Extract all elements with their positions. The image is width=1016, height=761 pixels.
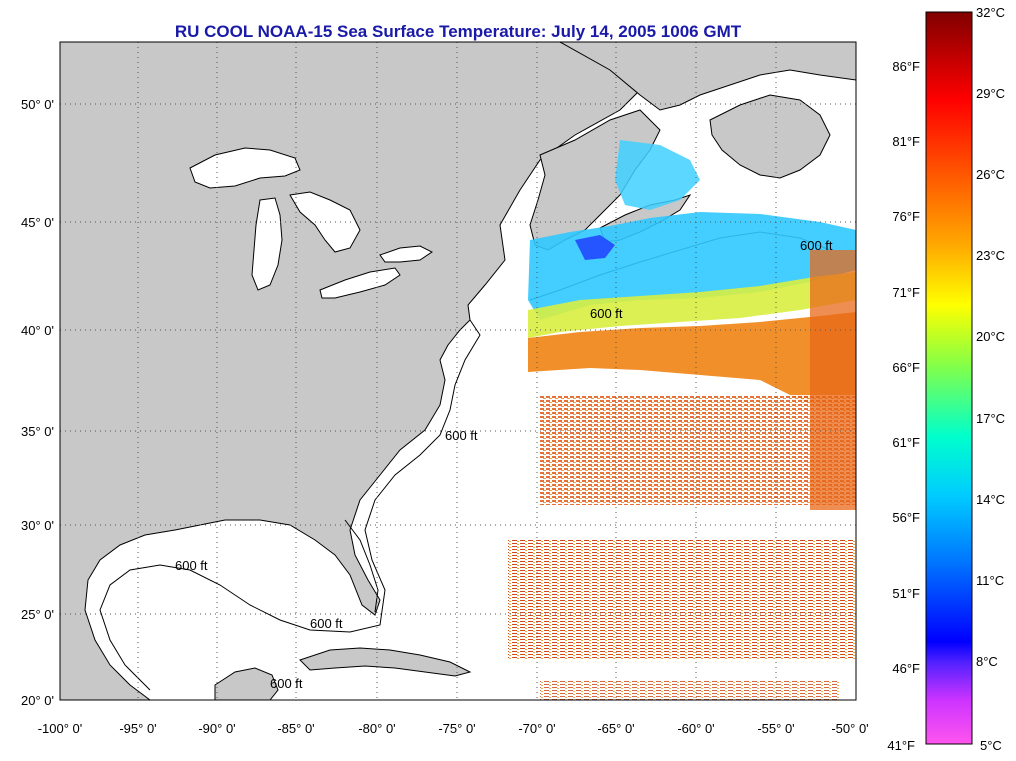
longitude-tick: -65° 0' bbox=[597, 721, 634, 736]
lake-ontario bbox=[379, 245, 433, 263]
celsius-label: 29°C bbox=[976, 86, 1005, 101]
celsius-label: 5°C bbox=[980, 738, 1002, 753]
sst-cold-patch bbox=[575, 235, 615, 260]
north-america-land bbox=[60, 42, 641, 700]
sst-cool-coastal bbox=[615, 140, 700, 210]
labrador-land bbox=[558, 42, 856, 111]
latitude-tick: 20° 0' bbox=[21, 693, 54, 708]
latitude-tick: 50° 0' bbox=[21, 97, 54, 112]
celsius-label: 11°C bbox=[976, 573, 1004, 588]
contour-label: 600 ft bbox=[445, 428, 478, 443]
bathymetry-contour bbox=[99, 319, 481, 691]
latitude-tick: 40° 0' bbox=[21, 323, 54, 338]
sst-streaks-upper bbox=[540, 395, 856, 505]
celsius-label: 26°C bbox=[976, 167, 1005, 182]
newfoundland-land bbox=[709, 94, 831, 179]
fahrenheit-label: 56°F bbox=[892, 510, 920, 525]
sst-streaks-lower bbox=[508, 540, 856, 660]
fahrenheit-label: 61°F bbox=[892, 435, 920, 450]
fahrenheit-label: 76°F bbox=[892, 209, 920, 224]
sst-streaks-bottom bbox=[540, 680, 840, 700]
celsius-label: 23°C bbox=[976, 248, 1005, 263]
fahrenheit-label: 41°F bbox=[887, 738, 915, 753]
map-title: RU COOL NOAA-15 Sea Surface Temperature:… bbox=[174, 22, 742, 41]
contour-label: 600 ft bbox=[590, 306, 623, 321]
celsius-label: 17°C bbox=[976, 411, 1005, 426]
map-frame bbox=[59, 41, 857, 701]
longitude-tick: -50° 0' bbox=[831, 721, 868, 736]
fahrenheit-label: 71°F bbox=[892, 285, 920, 300]
fahrenheit-label: 46°F bbox=[892, 661, 920, 676]
longitude-axis: -100° 0' -95° 0' -90° 0' -85° 0' -80° 0'… bbox=[38, 721, 869, 736]
colorbar-fahrenheit-labels: 86°F 81°F 76°F 71°F 66°F 61°F 56°F 51°F … bbox=[887, 59, 920, 753]
longitude-tick: -95° 0' bbox=[119, 721, 156, 736]
contour-label: 600 ft bbox=[800, 238, 833, 253]
longitude-tick: -75° 0' bbox=[438, 721, 475, 736]
fahrenheit-label: 86°F bbox=[892, 59, 920, 74]
colorbar bbox=[925, 11, 973, 745]
contour-label: 600 ft bbox=[270, 676, 303, 691]
longitude-tick: -80° 0' bbox=[358, 721, 395, 736]
lake-erie bbox=[319, 267, 401, 299]
yucatan-land bbox=[214, 667, 279, 700]
fahrenheit-label: 81°F bbox=[892, 134, 920, 149]
sst-mid-band bbox=[528, 272, 856, 338]
contour-label: 600 ft bbox=[310, 616, 343, 631]
celsius-label: 32°C bbox=[976, 5, 1005, 20]
fahrenheit-label: 66°F bbox=[892, 360, 920, 375]
latitude-tick: 35° 0' bbox=[21, 424, 54, 439]
celsius-label: 20°C bbox=[976, 329, 1005, 344]
latitude-tick: 45° 0' bbox=[21, 215, 54, 230]
contour-label: 600 ft bbox=[175, 558, 208, 573]
longitude-tick: -70° 0' bbox=[518, 721, 555, 736]
longitude-tick: -85° 0' bbox=[277, 721, 314, 736]
celsius-label: 8°C bbox=[976, 654, 998, 669]
longitude-tick: -55° 0' bbox=[757, 721, 794, 736]
longitude-tick: -60° 0' bbox=[677, 721, 714, 736]
colorbar-celsius-labels: 32°C 29°C 26°C 23°C 20°C 17°C 14°C 11°C … bbox=[976, 5, 1005, 753]
fahrenheit-label: 51°F bbox=[892, 586, 920, 601]
latitude-tick: 25° 0' bbox=[21, 607, 54, 622]
lake-michigan bbox=[251, 197, 283, 291]
latitude-axis: 50° 0' 45° 0' 40° 0' 35° 0' 30° 0' 25° 0… bbox=[21, 97, 54, 708]
sst-east-edge bbox=[810, 250, 856, 510]
sst-warm-band bbox=[528, 312, 856, 420]
cuba-land bbox=[299, 647, 472, 677]
longitude-tick: -100° 0' bbox=[38, 721, 83, 736]
longitude-tick: -90° 0' bbox=[198, 721, 235, 736]
latitude-tick: 30° 0' bbox=[21, 518, 54, 533]
celsius-label: 14°C bbox=[976, 492, 1005, 507]
sst-cool-region bbox=[528, 212, 856, 320]
